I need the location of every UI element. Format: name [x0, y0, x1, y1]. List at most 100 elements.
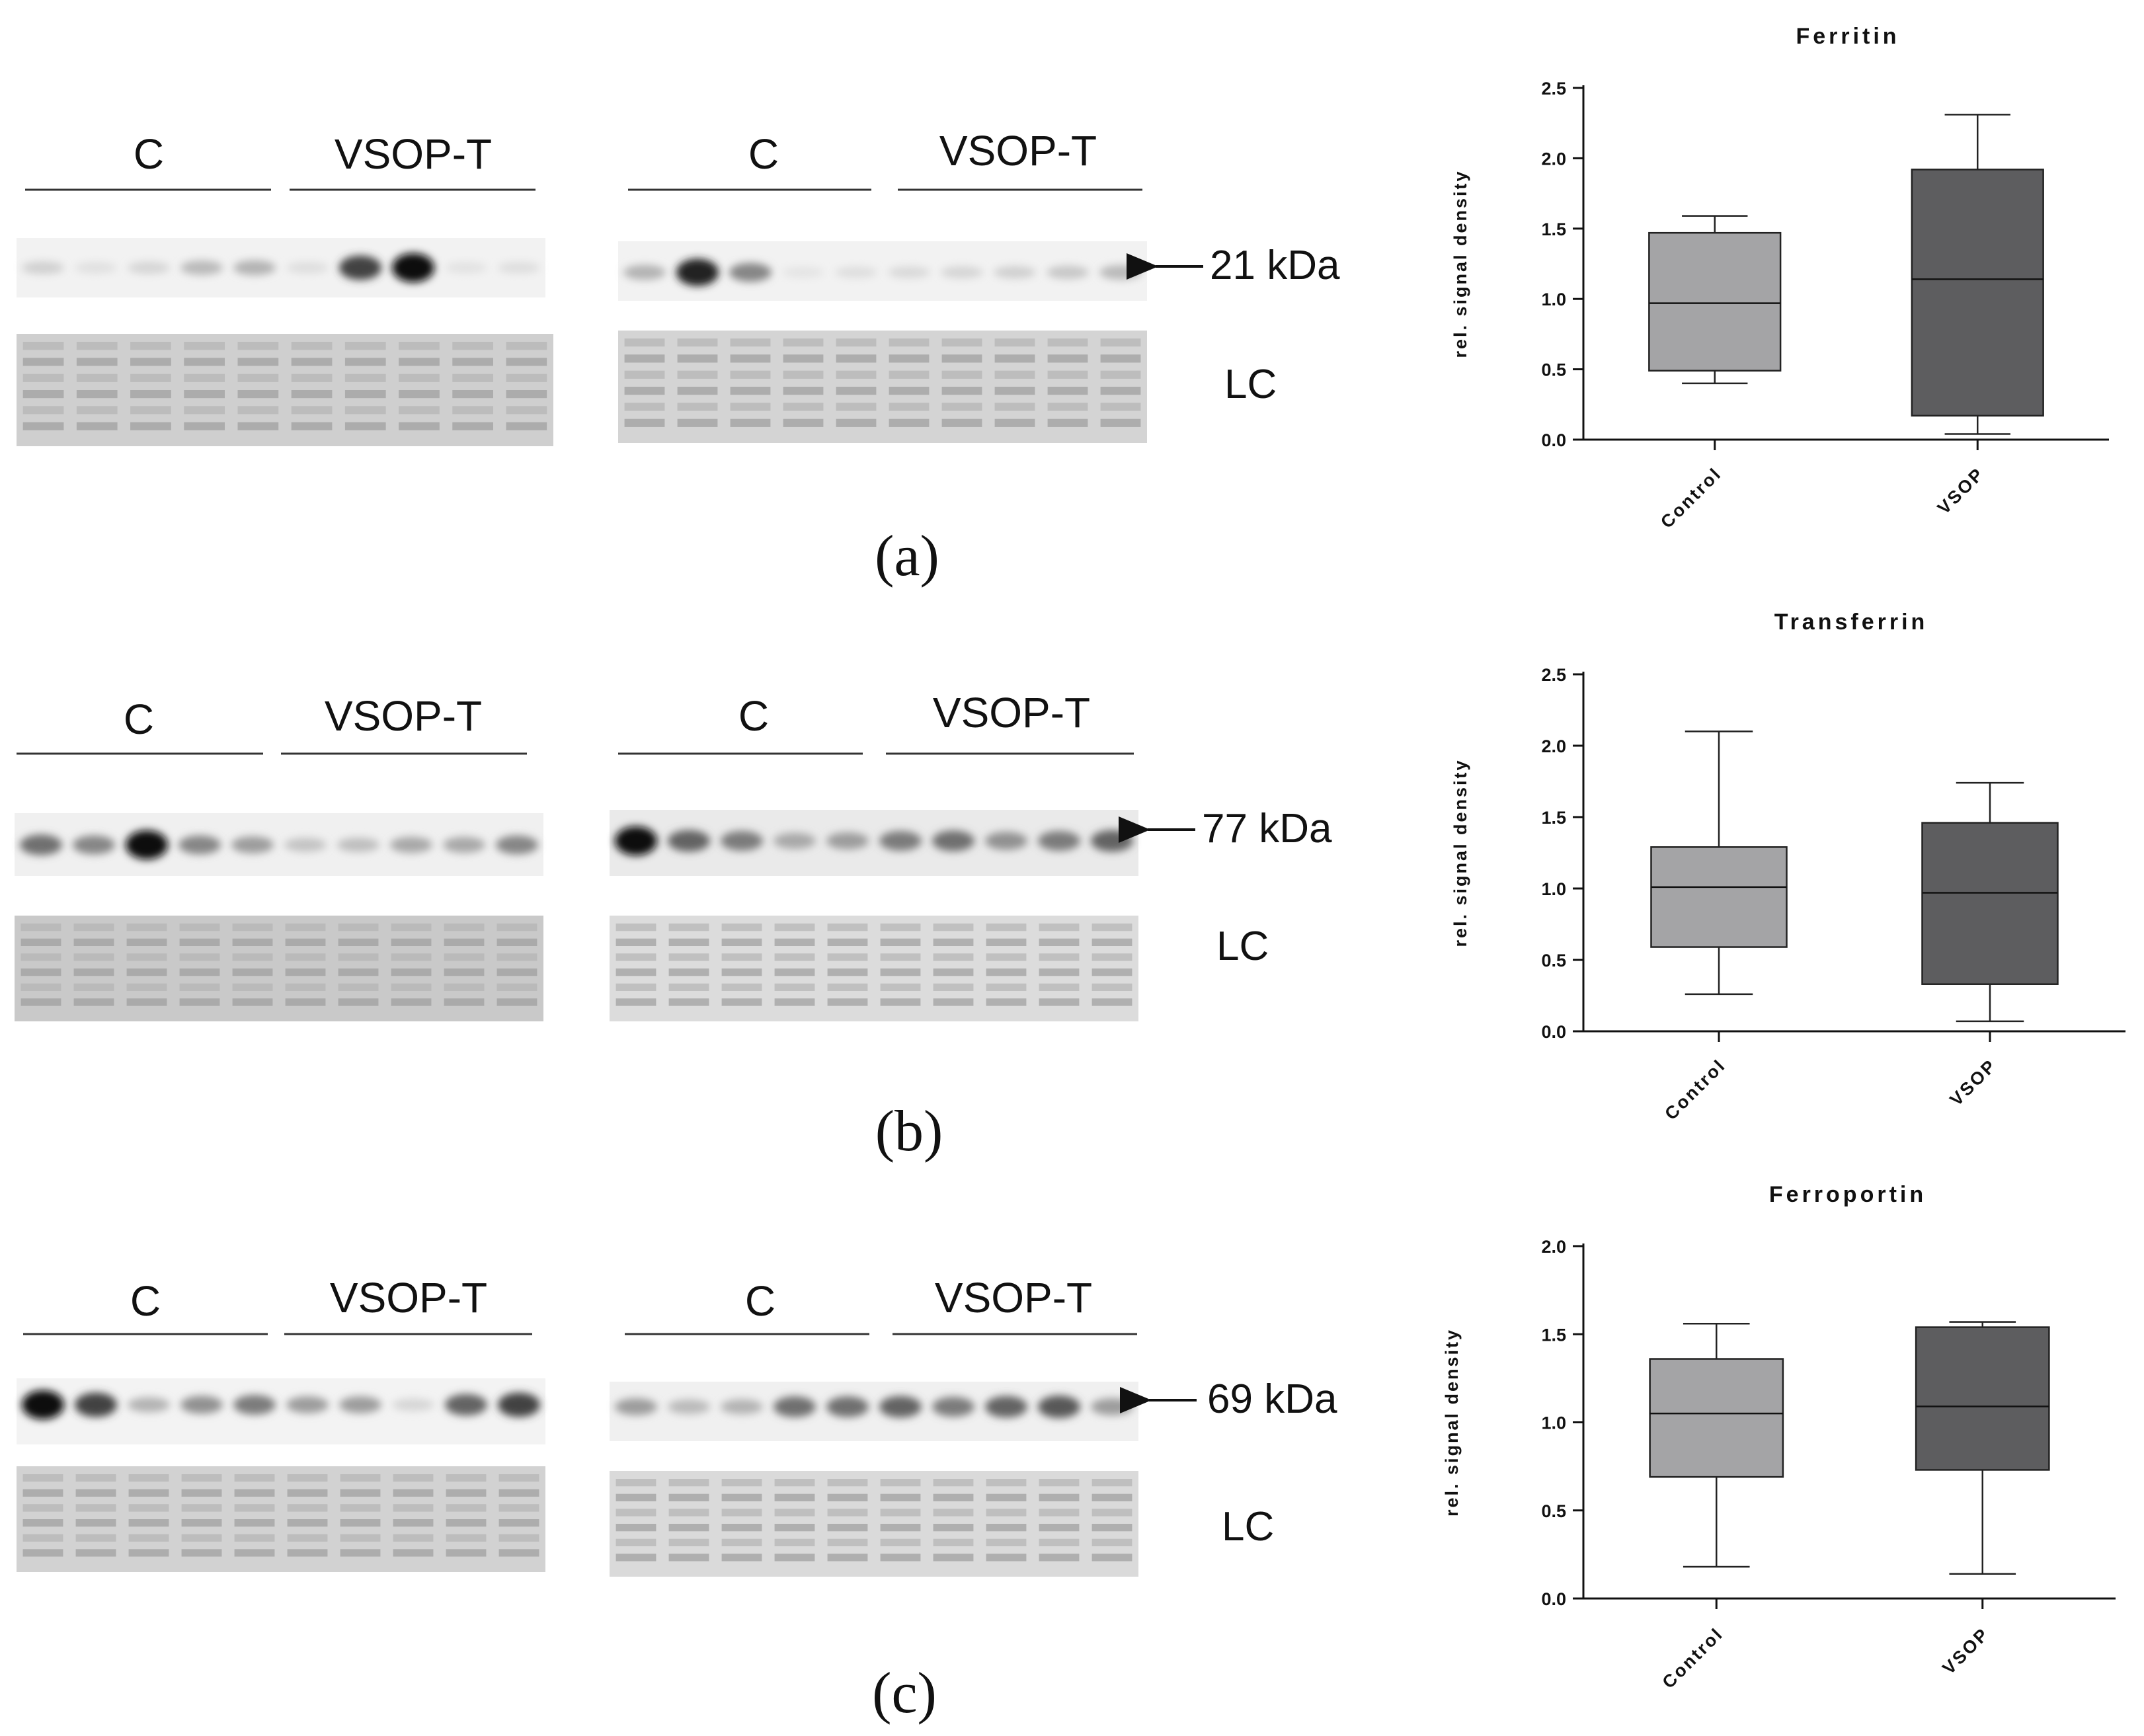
loading-control-band — [237, 390, 279, 399]
loading-control-band — [1047, 418, 1088, 427]
loading-control-band — [179, 983, 220, 991]
protein-band — [75, 1392, 117, 1417]
loading-control-band — [498, 1474, 539, 1482]
loading-control-band — [986, 1554, 1027, 1561]
group-label-vsop-left: VSOP-T — [325, 692, 482, 740]
loading-control-band — [20, 938, 61, 946]
loading-control-band — [20, 998, 61, 1006]
y-tick-label: 0.5 — [1541, 360, 1566, 380]
protein-band — [284, 838, 327, 852]
loading-control-band — [340, 1504, 381, 1512]
group-label-control-right: C — [745, 1277, 775, 1325]
loading-control-band — [506, 406, 547, 414]
loading-control-band — [232, 924, 273, 931]
loading-control-band — [615, 1554, 656, 1561]
protein-band — [668, 1399, 710, 1415]
loading-control-band — [1039, 953, 1080, 961]
chart-title: Ferritin — [1796, 24, 1899, 49]
loading-control-band — [624, 387, 665, 395]
loading-control-band — [130, 358, 171, 366]
loading-control-band — [344, 422, 386, 430]
loading-control-band — [1039, 998, 1080, 1006]
loading-control-band — [496, 953, 537, 961]
loading-control-band — [730, 387, 771, 395]
loading-control-band — [827, 953, 868, 961]
loading-control-label: LC — [1216, 924, 1269, 969]
protein-band — [392, 1398, 434, 1411]
loading-control-band — [1039, 1524, 1080, 1532]
loading-control-band — [615, 1524, 656, 1532]
loading-control-band — [130, 406, 171, 414]
loading-control-band — [880, 1554, 921, 1561]
loading-control-band — [338, 938, 379, 946]
loading-control-band — [986, 1493, 1027, 1501]
loading-control-band — [496, 998, 537, 1006]
loading-control-band — [1092, 924, 1132, 931]
loading-control-band — [721, 1554, 762, 1561]
loading-control-band — [126, 998, 167, 1006]
loading-control-band — [130, 422, 171, 430]
protein-band — [75, 262, 117, 274]
loading-control-band — [391, 968, 432, 976]
band-row-left — [22, 253, 540, 282]
y-tick-label: 2.5 — [1541, 665, 1566, 685]
box-control — [1649, 1323, 1784, 1568]
loading-control-band — [73, 953, 114, 961]
loading-control-band — [1092, 1538, 1132, 1546]
protein-band — [1099, 264, 1142, 280]
protein-band — [286, 1396, 329, 1413]
loading-control-band — [340, 1519, 381, 1527]
y-tick-label: 1.0 — [1541, 1413, 1566, 1433]
loading-control-band — [181, 1534, 222, 1542]
protein-band — [932, 1397, 974, 1417]
loading-control-band — [344, 374, 386, 382]
chart-ferroportin: Ferroportin 0.0 0.5 1.0 1.5 2.0 rel. signal de… — [1442, 1182, 2116, 1692]
loading-control-band — [836, 370, 877, 379]
band-size-label: 21 kDa — [1210, 243, 1340, 288]
loading-control-band — [774, 1538, 815, 1546]
protein-band — [180, 260, 223, 276]
loading-control-band — [452, 390, 493, 399]
loading-control-band — [399, 342, 440, 350]
loading-control-band — [880, 1479, 921, 1487]
protein-band — [22, 261, 64, 274]
loading-control-band — [986, 968, 1027, 976]
loading-control-band — [73, 998, 114, 1006]
protein-band — [128, 261, 170, 274]
loading-control-band — [889, 387, 930, 395]
loading-control-band — [1047, 387, 1088, 395]
loading-control-band — [994, 387, 1035, 395]
group-label-control-left: C — [134, 130, 164, 178]
chart-title: Ferroportin — [1769, 1182, 1926, 1207]
loading-control-lanes-left — [20, 924, 537, 1006]
loading-control-band — [232, 983, 273, 991]
loading-control-band — [889, 418, 930, 427]
box-iqr — [1915, 1326, 2050, 1471]
loading-control-band — [668, 998, 709, 1006]
protein-band — [782, 266, 824, 278]
loading-control-band — [498, 1489, 539, 1497]
loading-control-band — [783, 338, 824, 347]
group-label-vsop-left: VSOP-T — [330, 1274, 487, 1322]
loading-control-band — [986, 983, 1027, 991]
panel-label-c: (c) — [872, 1661, 937, 1725]
y-tick-label: 2.5 — [1541, 79, 1566, 99]
panel-label-a: (a) — [875, 524, 939, 588]
loading-control-band — [933, 968, 974, 976]
loading-control-band — [452, 374, 493, 382]
protein-band — [615, 826, 657, 855]
loading-control-band — [179, 998, 220, 1006]
loading-control-band — [73, 968, 114, 976]
loading-control-band — [1092, 998, 1132, 1006]
loading-control-band — [20, 924, 61, 931]
loading-control-band — [338, 968, 379, 976]
box-vsop — [1911, 114, 2044, 435]
loading-control-band — [291, 406, 333, 414]
loading-control-band — [287, 1519, 328, 1527]
y-axis-label: rel. signal density — [1442, 1328, 1462, 1517]
loading-control-band — [391, 983, 432, 991]
loading-control-band — [498, 1504, 539, 1512]
blot-panel-b: C VSOP-T C VSOP-T 77 kDa LC (b) — [15, 689, 1332, 1164]
loading-control-lanes-right — [615, 924, 1132, 1006]
loading-control-band — [986, 1479, 1027, 1487]
